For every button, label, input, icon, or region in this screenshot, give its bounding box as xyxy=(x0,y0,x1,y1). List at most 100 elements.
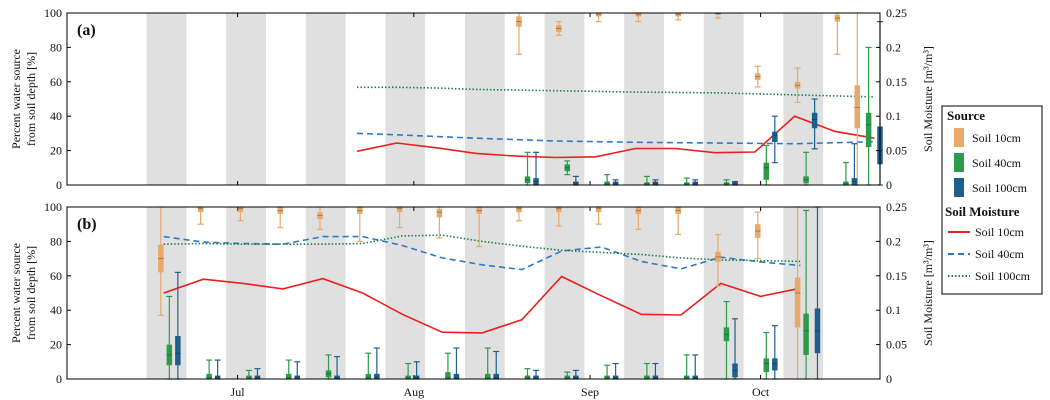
plot-frame xyxy=(66,12,881,186)
box-iqr xyxy=(803,176,809,184)
y-tick-label-left: 40 xyxy=(50,109,62,123)
x-tick-label: Oct xyxy=(752,385,770,399)
box-soil-40cm xyxy=(604,174,611,186)
box-soil-100cm xyxy=(771,115,778,164)
box-soil-100cm xyxy=(294,361,301,380)
shaded-week xyxy=(544,207,585,379)
box-iqr xyxy=(595,13,602,17)
y-axis-label-right: Soil Moisture [m³/m³] xyxy=(921,240,935,346)
box-iqr xyxy=(854,85,861,129)
y-tick-label-left: 20 xyxy=(50,144,62,158)
y-tick-label-left: 60 xyxy=(50,269,62,283)
box-iqr xyxy=(604,375,610,379)
box-soil-40cm xyxy=(524,368,531,380)
box-iqr xyxy=(803,313,809,355)
box-iqr xyxy=(723,182,730,185)
box-iqr xyxy=(644,182,650,185)
y-tick-label-right: 0.2 xyxy=(886,40,901,54)
box-soil-10cm xyxy=(834,12,841,55)
moisture-line-soil-100cm xyxy=(163,234,801,263)
box-iqr xyxy=(516,207,522,213)
y-tick-label-right: 0.1 xyxy=(886,303,901,317)
box-iqr xyxy=(683,182,690,185)
box-soil-10cm xyxy=(595,206,602,225)
legend-label: Soil 10cm xyxy=(975,225,1025,239)
moisture-line-soil-10cm xyxy=(163,275,801,334)
box-iqr xyxy=(843,181,849,185)
box-soil-100cm xyxy=(692,354,699,380)
box-iqr xyxy=(635,13,642,17)
shaded-week xyxy=(305,13,346,185)
moisture-line-soil-40cm xyxy=(163,235,801,271)
box-iqr xyxy=(683,375,690,379)
x-axis-labels: Jul Aug Sep Oct xyxy=(231,385,770,399)
box-iqr xyxy=(652,181,659,185)
x-tick-label: Sep xyxy=(581,385,599,399)
box-iqr xyxy=(396,207,403,213)
panel-b: 0 20 40 60 80 100 0 0.05 0.1 0.15 0.2 0.25 (b) Percen… xyxy=(9,200,935,386)
box-iqr xyxy=(246,375,252,379)
box-soil-40cm xyxy=(865,46,872,186)
y-tick-label-left: 60 xyxy=(50,75,62,89)
y-tick-label-right: 0 xyxy=(886,178,892,192)
box-iqr xyxy=(476,207,482,214)
shaded-week xyxy=(624,207,664,379)
box-iqr xyxy=(484,373,491,379)
shaded-week xyxy=(703,207,744,379)
box-iqr xyxy=(436,208,443,218)
box-iqr xyxy=(675,207,681,214)
box-iqr xyxy=(237,207,244,213)
y-tick-label-right: 0.25 xyxy=(886,200,907,214)
y-axis-label-line: from soil depth [%] xyxy=(24,246,38,340)
box-iqr xyxy=(524,176,531,184)
box-iqr xyxy=(595,207,602,213)
panel-label: (b) xyxy=(77,216,97,233)
box-soil-10cm xyxy=(714,233,721,287)
box-iqr xyxy=(652,375,659,379)
box-soil-40cm xyxy=(683,354,690,380)
y-axis-label-line: from soil depth [%] xyxy=(24,52,38,146)
box-soil-10cm xyxy=(754,211,761,260)
box-iqr xyxy=(604,181,610,185)
panel-label: (a) xyxy=(77,22,96,39)
box-soil-10cm xyxy=(515,206,522,222)
box-iqr xyxy=(254,375,261,379)
box-iqr xyxy=(445,372,451,379)
box-iqr xyxy=(374,373,380,379)
box-soil-100cm xyxy=(612,179,619,186)
box-soil-100cm xyxy=(692,179,699,186)
box-soil-40cm xyxy=(365,352,372,380)
legend-moisture-title: Soil Moisture xyxy=(945,204,1020,219)
x-tick-label: Jul xyxy=(231,385,246,399)
box-soil-10cm xyxy=(675,206,682,236)
box-soil-100cm xyxy=(533,369,540,380)
y-tick-label-left: 100 xyxy=(44,6,62,20)
box-iqr xyxy=(715,13,721,15)
box-soil-10cm xyxy=(436,206,443,239)
box-iqr xyxy=(533,375,539,379)
y-tick-label-left: 80 xyxy=(50,40,62,54)
box-soil-100cm xyxy=(851,143,858,186)
y-axis-label-line: Percent water source xyxy=(9,243,23,343)
box-soil-100cm xyxy=(453,347,460,380)
legend-label: Soil 40cm xyxy=(975,247,1025,261)
box-iqr xyxy=(644,375,650,379)
box-iqr xyxy=(175,336,181,366)
box-soil-100cm xyxy=(214,359,221,380)
box-soil-100cm xyxy=(771,325,778,380)
moisture-line-soil-100cm xyxy=(357,86,875,98)
y-tick-label-right: 0.15 xyxy=(886,75,907,89)
box-iqr xyxy=(294,375,301,379)
y-axis-label-line: Percent water source xyxy=(9,49,23,149)
box-soil-40cm xyxy=(763,331,770,380)
box-iqr xyxy=(453,373,460,379)
box-iqr xyxy=(277,207,283,214)
box-iqr xyxy=(166,344,173,366)
shaded-week xyxy=(624,13,664,185)
shaded-week xyxy=(385,13,426,185)
box-soil-10cm xyxy=(794,67,801,104)
shaded-week xyxy=(305,207,346,379)
box-soil-10cm xyxy=(595,12,602,23)
box-soil-40cm xyxy=(564,160,571,176)
